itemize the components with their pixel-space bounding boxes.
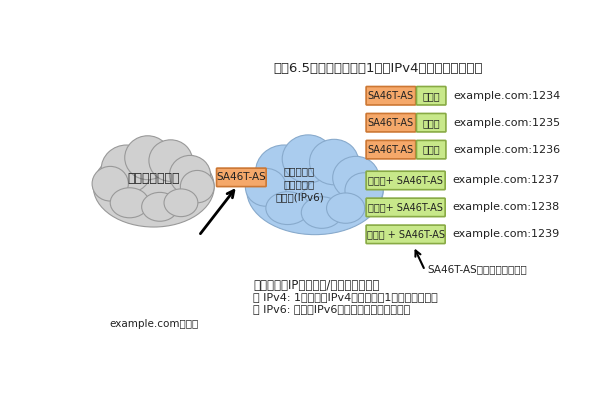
Ellipse shape	[345, 173, 383, 208]
FancyBboxPatch shape	[366, 86, 415, 105]
Ellipse shape	[247, 146, 383, 235]
Text: SA46T-AS: SA46T-AS	[217, 172, 266, 182]
Text: example.comを代表: example.comを代表	[109, 319, 198, 329]
Text: サーバ+ SA46T-AS: サーバ+ SA46T-AS	[368, 176, 443, 186]
Ellipse shape	[93, 146, 214, 227]
Ellipse shape	[101, 145, 152, 194]
Text: example.com:1238: example.com:1238	[452, 202, 559, 212]
Text: 利用可能なIPアドレス/ポート番号資源: 利用可能なIPアドレス/ポート番号資源	[253, 279, 379, 292]
Ellipse shape	[170, 156, 210, 195]
Text: インターネット: インターネット	[127, 172, 180, 186]
Text: データセン
ターバック
ボーン(IPv6): データセン ターバック ボーン(IPv6)	[275, 166, 324, 202]
Ellipse shape	[110, 188, 149, 218]
Text: サーバ: サーバ	[422, 91, 440, 101]
FancyBboxPatch shape	[217, 168, 266, 186]
Text: サーバ + SA46T-AS: サーバ + SA46T-AS	[367, 229, 445, 239]
Text: SA46T-AS: SA46T-AS	[368, 145, 414, 155]
Text: example.com:1235: example.com:1235	[453, 118, 560, 128]
Ellipse shape	[124, 136, 171, 180]
FancyBboxPatch shape	[417, 140, 446, 159]
Ellipse shape	[164, 189, 198, 217]
Ellipse shape	[282, 135, 334, 183]
FancyBboxPatch shape	[366, 171, 445, 190]
Ellipse shape	[149, 140, 192, 182]
Text: example.com:1237: example.com:1237	[452, 176, 559, 186]
Ellipse shape	[256, 145, 313, 198]
FancyBboxPatch shape	[366, 225, 445, 244]
Ellipse shape	[245, 168, 286, 206]
Text: ・ IPv6: 複数のIPv6アドレスと全ポート番号: ・ IPv6: 複数のIPv6アドレスと全ポート番号	[253, 304, 410, 314]
FancyBboxPatch shape	[366, 114, 415, 132]
Ellipse shape	[309, 139, 359, 185]
Text: サーバ: サーバ	[422, 145, 440, 155]
Text: SA46T-AS: SA46T-AS	[368, 91, 414, 101]
Text: サーバ+ SA46T-AS: サーバ+ SA46T-AS	[368, 202, 443, 212]
FancyBboxPatch shape	[366, 198, 445, 217]
FancyBboxPatch shape	[417, 86, 446, 105]
Text: SA46T-ASカプセル化を終端: SA46T-ASカプセル化を終端	[428, 264, 527, 274]
Ellipse shape	[266, 192, 309, 224]
Ellipse shape	[301, 197, 342, 228]
Text: SA46T-AS: SA46T-AS	[368, 118, 414, 128]
Text: example.com:1236: example.com:1236	[453, 145, 560, 155]
FancyBboxPatch shape	[366, 140, 415, 159]
Text: サーバ: サーバ	[422, 118, 440, 128]
Ellipse shape	[92, 166, 128, 201]
Ellipse shape	[332, 156, 379, 199]
Ellipse shape	[326, 193, 365, 223]
Text: example.com:1239: example.com:1239	[452, 229, 559, 239]
Text: example.com:1234: example.com:1234	[453, 91, 560, 101]
Text: 最大6.5万台のサーバで1個のIPv4アドレスを共有可: 最大6.5万台のサーバで1個のIPv4アドレスを共有可	[274, 62, 483, 75]
Text: ・ IPv4: 1個の共有IPv4アドレスと1個のポート番号: ・ IPv4: 1個の共有IPv4アドレスと1個のポート番号	[253, 292, 438, 302]
Ellipse shape	[142, 192, 178, 221]
FancyBboxPatch shape	[417, 114, 446, 132]
Ellipse shape	[181, 170, 214, 203]
